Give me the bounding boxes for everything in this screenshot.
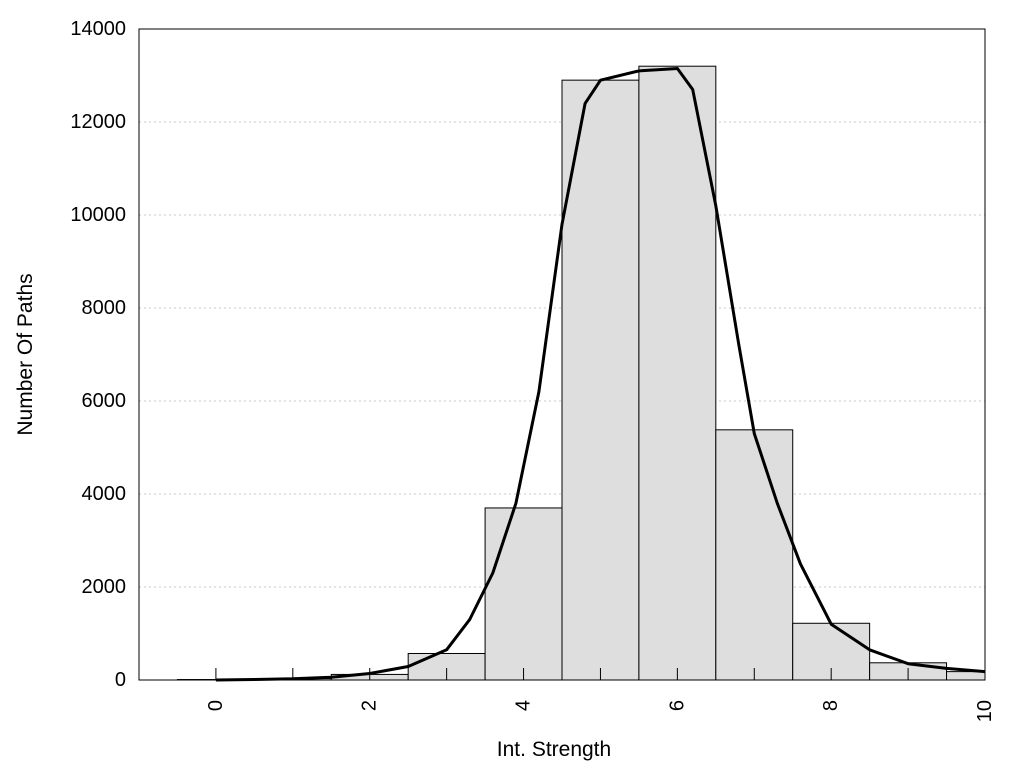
y-tick-label: 8000 <box>82 297 127 319</box>
y-tick-label: 0 <box>115 669 126 691</box>
y-axis-ticks: 0 2000 4000 6000 8000 10000 12000 14000 <box>70 18 126 691</box>
y-tick-label: 10000 <box>70 204 126 226</box>
plot-frame <box>138 28 986 681</box>
bars-group <box>176 65 986 681</box>
x-axis-title: Int. Strength <box>497 738 611 761</box>
histogram-bar <box>638 65 717 681</box>
density-curve <box>215 67 986 682</box>
x-axis-ticks: 0 2 4 6 8 10 <box>205 668 996 722</box>
y-tick-label: 12000 <box>70 111 126 133</box>
y-tick-label: 4000 <box>82 483 127 505</box>
x-tick-label: 0 <box>205 700 227 711</box>
y-axis-title: Number Of Paths <box>14 273 37 435</box>
x-tick-label: 6 <box>666 700 688 711</box>
x-tick-label: 2 <box>359 700 381 711</box>
x-tick-label: 10 <box>974 700 996 722</box>
histogram-bar <box>715 429 794 681</box>
grid-lines <box>139 121 985 588</box>
x-tick-label: 8 <box>820 700 842 711</box>
y-tick-label: 6000 <box>82 390 127 412</box>
y-tick-label: 14000 <box>70 18 126 40</box>
histogram-bar <box>946 671 986 681</box>
y-tick-label: 2000 <box>82 576 127 598</box>
x-tick-label: 4 <box>513 700 535 711</box>
histogram-bar <box>484 507 563 681</box>
